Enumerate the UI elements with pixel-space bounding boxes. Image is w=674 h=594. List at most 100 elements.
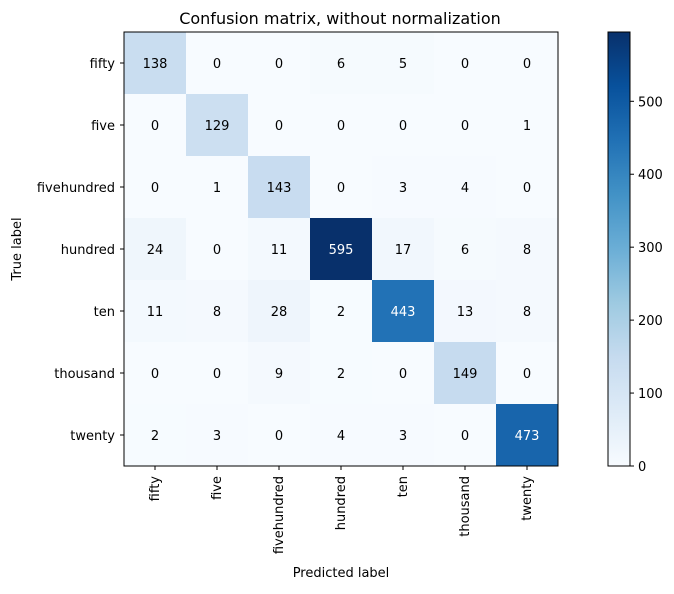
y-tick-label: fifty xyxy=(90,57,116,72)
heatmap-cell xyxy=(372,32,435,95)
cell-value-label: 1 xyxy=(523,119,531,134)
x-tick-label: five xyxy=(210,476,225,500)
cell-value-label: 149 xyxy=(453,367,478,382)
heatmap-cell xyxy=(124,156,187,219)
heatmap-cell xyxy=(434,32,497,95)
heatmap-cell xyxy=(248,94,311,157)
heatmap-cell xyxy=(496,94,559,157)
y-tick-label: hundred xyxy=(61,243,115,258)
heatmap-cell xyxy=(434,218,497,281)
y-tick-label: fivehundred xyxy=(37,181,115,196)
heatmap-cell xyxy=(248,32,311,95)
heatmap-cell xyxy=(124,218,187,281)
heatmap-cell xyxy=(310,32,373,95)
heatmap-cell xyxy=(310,280,373,343)
heatmap-cell xyxy=(186,32,249,95)
cell-value-label: 11 xyxy=(147,305,164,320)
x-tick-label: ten xyxy=(396,476,411,497)
heatmap-cell xyxy=(372,280,435,343)
colorbar-tick-label: 200 xyxy=(638,314,663,329)
heatmap-cell xyxy=(372,218,435,281)
cell-value-label: 0 xyxy=(523,367,531,382)
cell-value-label: 473 xyxy=(515,429,540,444)
y-axis-label: True label xyxy=(10,217,25,281)
colorbar-tick-label: 100 xyxy=(638,387,663,402)
heatmap-cell xyxy=(186,218,249,281)
heatmap-cell xyxy=(310,156,373,219)
cell-value-label: 0 xyxy=(213,367,221,382)
heatmap-cell xyxy=(124,404,187,467)
cell-value-label: 6 xyxy=(337,57,345,72)
cell-value-label: 443 xyxy=(391,305,416,320)
cell-value-labels: 138 0 0 6 5 0 00 129 0 0 0 0 10 1 143 0 3 4 024 0 11 595 17 6 81… xyxy=(143,57,540,444)
cell-value-label: 8 xyxy=(523,305,531,320)
cell-value-label: 0 xyxy=(461,429,469,444)
cell-value-label: 2 xyxy=(337,305,345,320)
cell-value-label: 6 xyxy=(461,243,469,258)
cell-value-label: 0 xyxy=(275,119,283,134)
heatmap-cell xyxy=(248,280,311,343)
colorbar-tick-label: 300 xyxy=(638,241,663,256)
cell-value-label: 0 xyxy=(213,243,221,258)
cell-value-label: 1 xyxy=(213,181,221,196)
colorbar-tick-label: 0 xyxy=(638,460,646,475)
heatmap-cell xyxy=(310,342,373,405)
heatmap-cell xyxy=(496,342,559,405)
heatmap-cell xyxy=(434,156,497,219)
heatmap-cell xyxy=(496,32,559,95)
heatmap-cell xyxy=(248,156,311,219)
heatmap-cell xyxy=(496,280,559,343)
cell-value-label: 0 xyxy=(461,119,469,134)
heatmap-cell xyxy=(434,342,497,405)
heatmap-cell xyxy=(186,342,249,405)
heatmap-cell xyxy=(186,404,249,467)
heatmap-cell xyxy=(186,280,249,343)
colorbar-ticks: 0 100 200 300 400 500 xyxy=(630,95,663,475)
heatmap-cell xyxy=(124,342,187,405)
cell-value-label: 8 xyxy=(523,243,531,258)
cell-value-label: 0 xyxy=(213,57,221,72)
x-tick-label: fifty xyxy=(148,476,163,502)
x-tick-label: twenty xyxy=(520,476,535,521)
cell-value-label: 4 xyxy=(337,429,345,444)
cell-value-label: 3 xyxy=(213,429,221,444)
cell-value-label: 24 xyxy=(147,243,164,258)
x-axis-label: Predicted label xyxy=(293,566,390,581)
cell-value-label: 138 xyxy=(143,57,168,72)
y-tick-label: twenty xyxy=(70,429,115,444)
y-tick-label: five xyxy=(91,119,115,134)
cell-value-label: 0 xyxy=(151,181,159,196)
colorbar-tick-label: 400 xyxy=(638,168,663,183)
cell-value-label: 2 xyxy=(151,429,159,444)
cell-value-label: 129 xyxy=(205,119,230,134)
heatmap-cell xyxy=(124,94,187,157)
heatmap-cell xyxy=(434,280,497,343)
heatmap-cell xyxy=(124,32,187,95)
cell-value-label: 0 xyxy=(461,57,469,72)
heatmap-cell xyxy=(372,94,435,157)
cell-value-label: 143 xyxy=(267,181,292,196)
heatmap-cell xyxy=(434,94,497,157)
cell-value-label: 0 xyxy=(275,429,283,444)
heatmap-cell xyxy=(372,342,435,405)
cell-value-label: 0 xyxy=(151,367,159,382)
heatmap-cell xyxy=(496,404,559,467)
heatmap-cell xyxy=(186,94,249,157)
heatmap-cell xyxy=(186,156,249,219)
y-tick-label: thousand xyxy=(54,367,115,382)
heatmap-cell xyxy=(496,156,559,219)
heatmap-cell xyxy=(372,156,435,219)
cell-value-label: 0 xyxy=(399,119,407,134)
colorbar-tick-label: 500 xyxy=(638,95,663,110)
heatmap-cell xyxy=(496,218,559,281)
y-axis-ticks: fifty five fivehundred hundred ten thousand tw… xyxy=(37,57,124,444)
heatmap-cell xyxy=(248,342,311,405)
x-tick-label: fivehundred xyxy=(272,476,287,554)
cell-value-label: 17 xyxy=(395,243,412,258)
cell-value-label: 0 xyxy=(337,181,345,196)
colorbar xyxy=(607,31,631,467)
heatmap-cell xyxy=(310,404,373,467)
heatmap-cell xyxy=(310,218,373,281)
heatmap-cells xyxy=(124,32,559,467)
